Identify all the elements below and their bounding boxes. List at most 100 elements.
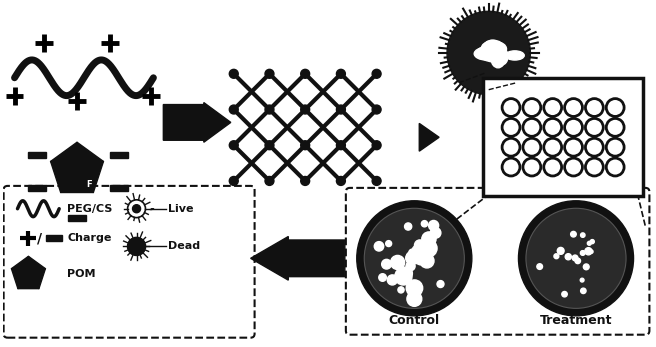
Circle shape <box>372 177 381 185</box>
Text: Treatment: Treatment <box>540 314 612 327</box>
Circle shape <box>413 248 429 265</box>
Circle shape <box>128 200 146 218</box>
Circle shape <box>133 205 140 213</box>
Circle shape <box>415 240 425 251</box>
Polygon shape <box>51 142 104 193</box>
FancyBboxPatch shape <box>346 188 649 335</box>
Circle shape <box>585 248 592 255</box>
Bar <box>28 152 47 158</box>
Circle shape <box>606 138 624 156</box>
Circle shape <box>405 252 419 265</box>
Ellipse shape <box>505 51 524 60</box>
Polygon shape <box>251 237 345 280</box>
Circle shape <box>420 241 435 255</box>
Circle shape <box>265 69 274 78</box>
Bar <box>68 215 86 221</box>
Circle shape <box>554 254 559 259</box>
Circle shape <box>518 201 634 316</box>
Circle shape <box>300 141 310 150</box>
Polygon shape <box>11 256 45 289</box>
Circle shape <box>382 259 392 269</box>
Text: POM: POM <box>67 269 96 279</box>
Text: Charge: Charge <box>67 234 112 244</box>
Circle shape <box>230 105 238 114</box>
Circle shape <box>372 69 381 78</box>
Circle shape <box>565 138 583 156</box>
Polygon shape <box>419 124 439 151</box>
Circle shape <box>572 255 578 261</box>
Circle shape <box>585 99 604 117</box>
Circle shape <box>357 201 472 316</box>
Ellipse shape <box>482 42 499 54</box>
Circle shape <box>585 158 604 176</box>
Circle shape <box>562 291 567 297</box>
Text: Control: Control <box>389 314 440 327</box>
Circle shape <box>337 105 345 114</box>
Ellipse shape <box>480 46 505 62</box>
Circle shape <box>587 242 591 245</box>
Circle shape <box>575 258 581 264</box>
Circle shape <box>265 177 274 185</box>
Circle shape <box>405 223 412 230</box>
Circle shape <box>523 99 541 117</box>
Circle shape <box>537 264 543 269</box>
Circle shape <box>565 118 583 136</box>
Bar <box>110 185 128 191</box>
Ellipse shape <box>483 40 502 57</box>
Circle shape <box>606 99 624 117</box>
Circle shape <box>265 141 274 150</box>
Circle shape <box>502 118 520 136</box>
Circle shape <box>585 138 604 156</box>
Circle shape <box>523 138 541 156</box>
Circle shape <box>502 158 520 176</box>
Ellipse shape <box>485 42 506 56</box>
Circle shape <box>565 158 583 176</box>
Circle shape <box>230 177 238 185</box>
Polygon shape <box>11 256 45 289</box>
Ellipse shape <box>491 50 505 68</box>
Circle shape <box>412 244 427 260</box>
Circle shape <box>523 118 541 136</box>
Ellipse shape <box>477 46 504 57</box>
Circle shape <box>337 177 345 185</box>
Circle shape <box>300 69 310 78</box>
Circle shape <box>559 249 564 254</box>
Circle shape <box>571 231 576 237</box>
Circle shape <box>565 254 571 260</box>
Circle shape <box>526 208 626 308</box>
Circle shape <box>421 221 428 227</box>
Circle shape <box>428 220 439 230</box>
Circle shape <box>583 264 589 270</box>
Circle shape <box>420 254 434 268</box>
Text: Live: Live <box>169 204 194 214</box>
Circle shape <box>406 262 415 271</box>
Circle shape <box>590 239 594 244</box>
Circle shape <box>230 141 238 150</box>
Circle shape <box>372 105 381 114</box>
Circle shape <box>585 118 604 136</box>
Circle shape <box>300 105 310 114</box>
Circle shape <box>398 287 404 293</box>
Polygon shape <box>51 142 104 193</box>
Circle shape <box>400 267 413 280</box>
Circle shape <box>544 118 562 136</box>
Circle shape <box>581 288 586 294</box>
FancyBboxPatch shape <box>4 186 255 338</box>
Circle shape <box>606 158 624 176</box>
Circle shape <box>606 118 624 136</box>
Circle shape <box>387 275 398 285</box>
Circle shape <box>523 158 541 176</box>
Circle shape <box>390 255 405 270</box>
Circle shape <box>557 247 564 254</box>
Circle shape <box>337 69 345 78</box>
Circle shape <box>379 274 386 281</box>
Circle shape <box>430 228 441 238</box>
Circle shape <box>372 141 381 150</box>
Ellipse shape <box>496 48 508 65</box>
FancyBboxPatch shape <box>483 78 644 196</box>
Circle shape <box>364 208 464 308</box>
Circle shape <box>544 158 562 176</box>
Ellipse shape <box>474 47 499 60</box>
Circle shape <box>406 251 419 263</box>
Text: PEG/CS: PEG/CS <box>67 204 112 214</box>
